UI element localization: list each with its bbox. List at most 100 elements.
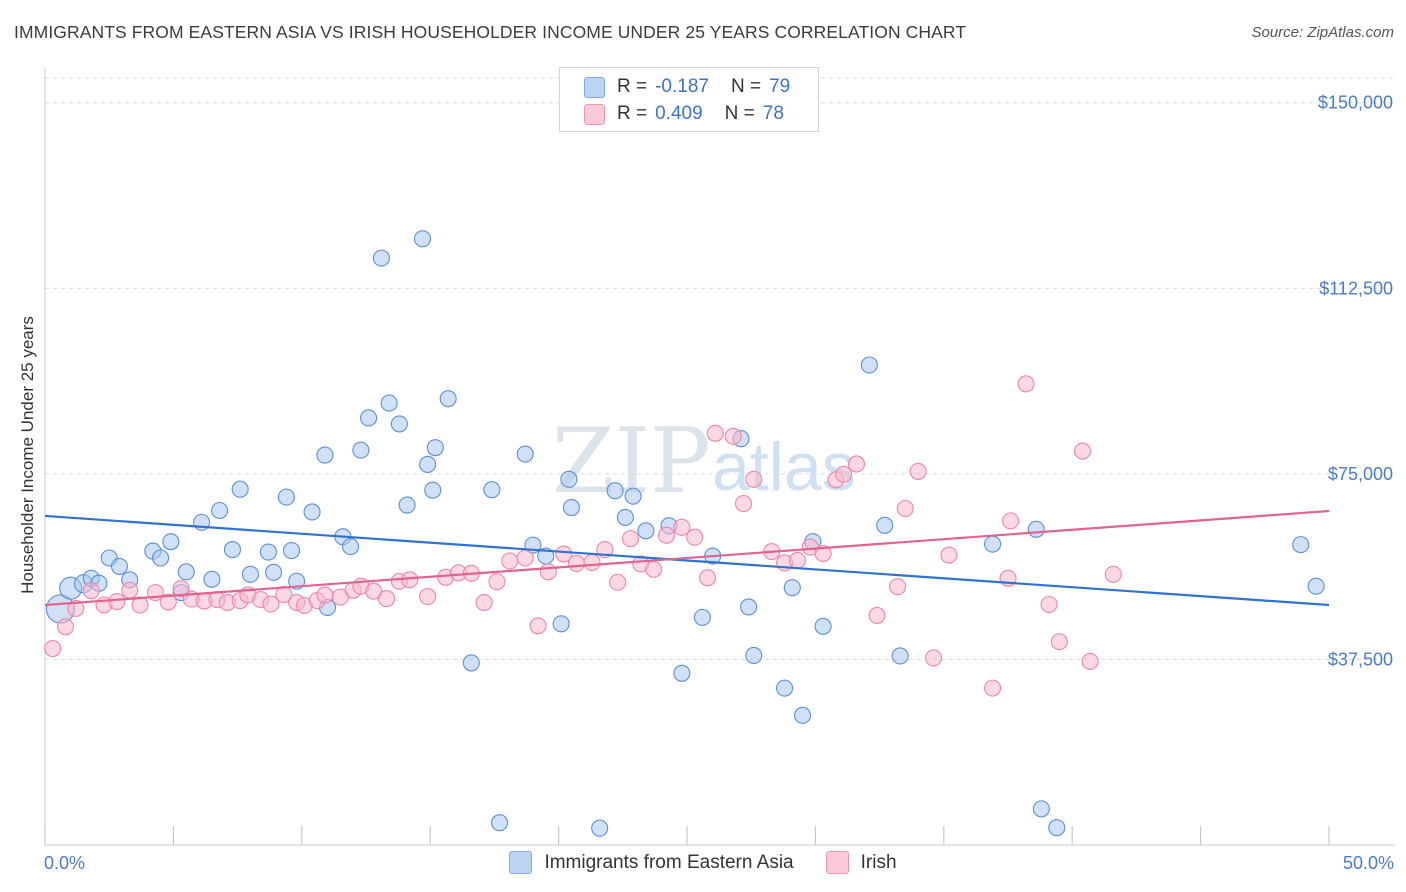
point-eastern-asia xyxy=(342,538,360,556)
point-eastern-asia xyxy=(673,664,691,682)
point-eastern-asia xyxy=(177,563,195,581)
point-irish xyxy=(745,470,763,488)
point-eastern-asia xyxy=(637,522,655,540)
series-label-irish: Irish xyxy=(860,851,897,873)
point-irish xyxy=(1081,652,1099,670)
y-tick-label: $150,000 xyxy=(1318,93,1393,113)
point-irish xyxy=(940,546,958,564)
y-tick-label: $112,500 xyxy=(1319,278,1393,298)
legend-n-label: N = xyxy=(724,103,755,124)
point-eastern-asia xyxy=(616,508,634,526)
point-eastern-asia xyxy=(360,409,378,427)
point-irish xyxy=(539,563,557,581)
point-eastern-asia xyxy=(984,535,1002,553)
series-label-eastern-asia: Immigrants from Eastern Asia xyxy=(544,851,794,873)
point-eastern-asia xyxy=(211,501,229,520)
point-eastern-asia xyxy=(552,615,570,633)
chart-title: IMMIGRANTS FROM EASTERN ASIA VS IRISH HO… xyxy=(14,22,967,42)
legend-r-label: R = xyxy=(617,76,648,97)
x-tick-label: 0.0% xyxy=(44,853,85,873)
legend-row-eastern-asia: R = -0.187 N = 79 xyxy=(584,73,790,101)
point-irish xyxy=(1104,565,1122,583)
point-eastern-asia xyxy=(424,481,442,499)
point-eastern-asia xyxy=(419,455,437,474)
point-irish xyxy=(1002,512,1020,530)
point-eastern-asia xyxy=(1032,800,1050,818)
point-irish xyxy=(835,465,853,483)
stats-legend: R = -0.187 N = 79 R = 0.409 N = 78 xyxy=(559,67,819,132)
point-irish xyxy=(419,588,437,606)
point-irish xyxy=(896,499,914,518)
y-tick-label: $75,000 xyxy=(1328,464,1393,484)
point-eastern-asia xyxy=(277,488,295,506)
series-legend-eastern-asia[interactable]: Immigrants from Eastern Asia xyxy=(509,851,794,874)
point-irish xyxy=(686,528,704,546)
point-irish xyxy=(501,552,519,570)
point-irish xyxy=(657,526,676,544)
point-irish xyxy=(56,618,75,636)
point-irish xyxy=(159,593,177,611)
point-irish xyxy=(984,679,1002,697)
legend-n-label: N = xyxy=(730,76,762,97)
point-irish xyxy=(621,530,640,548)
point-eastern-asia xyxy=(814,617,832,635)
point-irish xyxy=(609,573,627,591)
point-eastern-asia xyxy=(352,441,370,459)
point-eastern-asia xyxy=(1292,536,1310,554)
point-eastern-asia xyxy=(426,439,444,457)
point-irish xyxy=(262,595,280,613)
point-irish xyxy=(108,592,126,611)
point-eastern-asia xyxy=(776,679,794,697)
legend-row-irish: R = 0.409 N = 78 xyxy=(584,100,784,128)
point-irish xyxy=(516,549,534,567)
series-legend-irish[interactable]: Irish xyxy=(825,851,897,874)
point-eastern-asia xyxy=(162,533,180,551)
point-irish xyxy=(555,545,573,563)
legend-swatch-eastern-asia xyxy=(584,76,605,98)
point-eastern-asia xyxy=(231,480,249,498)
point-eastern-asia xyxy=(241,565,259,583)
point-eastern-asia xyxy=(203,570,221,588)
point-irish xyxy=(1050,633,1068,651)
point-irish xyxy=(847,455,866,473)
point-eastern-asia xyxy=(693,608,711,626)
point-irish xyxy=(673,518,691,536)
trend-line-eastern-asia xyxy=(44,514,1330,607)
point-eastern-asia xyxy=(282,542,301,560)
point-irish xyxy=(698,569,717,587)
point-irish xyxy=(488,573,506,591)
point-irish xyxy=(583,553,601,571)
point-irish xyxy=(316,586,334,604)
x-tick-label: 50.0% xyxy=(1343,853,1394,873)
legend-swatch-irish xyxy=(584,103,605,125)
point-eastern-asia xyxy=(259,543,277,561)
point-irish xyxy=(1073,442,1092,460)
point-eastern-asia xyxy=(560,470,578,488)
point-eastern-asia xyxy=(372,249,390,267)
series-legend: Immigrants from Eastern Asia Irish xyxy=(0,851,1406,874)
y-tick-label: $37,500 xyxy=(1328,649,1393,669)
point-irish xyxy=(724,427,742,445)
point-irish xyxy=(706,424,724,442)
point-eastern-asia xyxy=(624,487,642,505)
point-eastern-asia xyxy=(860,356,878,374)
point-irish xyxy=(44,639,62,658)
legend-r-value: 0.409 xyxy=(655,103,703,124)
point-eastern-asia xyxy=(152,549,170,567)
point-eastern-asia xyxy=(591,819,609,837)
series-swatch-eastern-asia xyxy=(509,851,533,874)
series-swatch-irish xyxy=(825,851,849,874)
point-irish xyxy=(924,649,943,667)
point-eastern-asia xyxy=(562,498,580,517)
point-irish xyxy=(82,582,100,600)
point-irish xyxy=(868,606,886,624)
point-eastern-asia xyxy=(110,557,129,575)
point-eastern-asia xyxy=(390,415,408,433)
point-eastern-asia xyxy=(740,598,758,616)
point-irish xyxy=(734,495,753,513)
point-irish xyxy=(788,551,806,570)
point-eastern-asia xyxy=(794,706,812,724)
point-eastern-asia xyxy=(380,394,398,412)
point-eastern-asia xyxy=(1048,819,1066,837)
